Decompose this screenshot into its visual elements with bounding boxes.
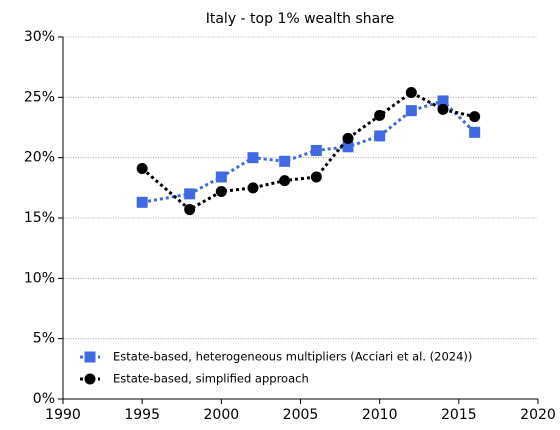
x-tick-label: 1990 (45, 407, 81, 423)
chart-title: Italy - top 1% wealth share (206, 11, 395, 27)
marker (310, 171, 322, 183)
marker (184, 204, 196, 216)
marker (136, 196, 148, 208)
marker (374, 130, 386, 142)
x-tick-label: 2015 (441, 407, 477, 423)
marker (279, 175, 291, 187)
marker (215, 171, 227, 183)
y-tick-label: 25% (24, 89, 55, 105)
legend-marker (84, 373, 96, 385)
y-tick-label: 10% (24, 270, 55, 286)
legend-label: Estate-based, heterogeneous multipliers … (113, 350, 472, 364)
marker (469, 111, 481, 123)
marker (247, 182, 259, 194)
marker (279, 155, 291, 167)
marker (437, 103, 449, 115)
marker (437, 95, 449, 107)
marker (215, 185, 227, 197)
marker (374, 109, 386, 121)
marker (184, 188, 196, 200)
marker (405, 105, 417, 117)
y-tick-label: 0% (33, 391, 55, 407)
y-tick-label: 20% (24, 150, 55, 166)
marker (405, 87, 417, 99)
marker (310, 144, 322, 156)
y-tick-label: 5% (33, 331, 55, 347)
legend-label: Estate-based, simplified approach (113, 372, 309, 386)
y-tick-label: 30% (24, 29, 55, 45)
y-tick-label: 15% (24, 210, 55, 226)
x-tick-label: 1995 (124, 407, 160, 423)
x-tick-label: 2020 (520, 407, 556, 423)
legend-marker (84, 351, 96, 363)
x-tick-label: 2010 (362, 407, 398, 423)
marker (342, 132, 354, 144)
x-tick-label: 2000 (204, 407, 240, 423)
series-line (141, 99, 476, 204)
marker (247, 152, 259, 164)
marker (342, 141, 354, 153)
x-tick-label: 2005 (283, 407, 319, 423)
marker (469, 126, 481, 138)
marker (136, 163, 148, 175)
